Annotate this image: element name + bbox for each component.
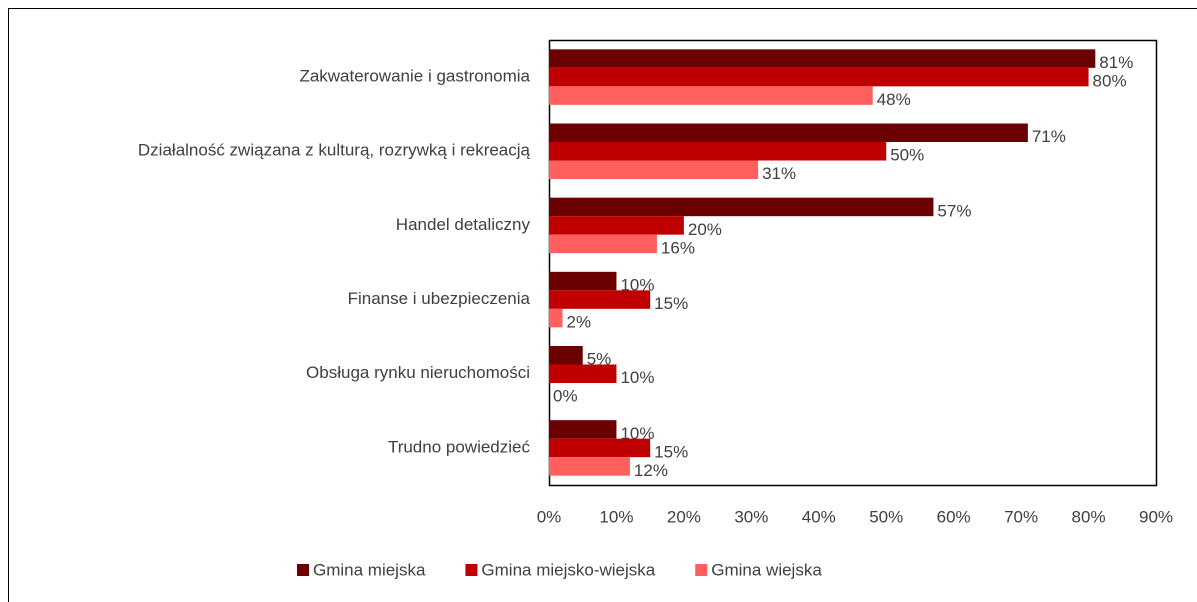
value-label: 71%	[1032, 127, 1066, 146]
x-tick-label: 80%	[1072, 507, 1106, 526]
category-label: Obsługa rynku nieruchomości	[306, 363, 530, 382]
value-label: 20%	[688, 220, 722, 239]
bar	[549, 86, 873, 105]
bar	[549, 123, 1028, 142]
x-tick-label: 70%	[1004, 507, 1038, 526]
value-label: 10%	[620, 424, 654, 443]
legend-swatch	[465, 564, 478, 576]
value-label: 10%	[620, 368, 654, 387]
bar	[549, 308, 563, 328]
bar	[549, 364, 617, 383]
category-label: Działalność związana z kulturą, rozrywką…	[138, 141, 531, 160]
x-tick-label: 10%	[599, 507, 633, 526]
value-label: 50%	[890, 146, 924, 165]
value-label: 16%	[661, 238, 695, 257]
value-label: 31%	[762, 164, 796, 183]
value-label: 48%	[877, 90, 911, 109]
plot-frame	[548, 39, 1158, 487]
bar	[549, 290, 651, 309]
x-tick-label: 20%	[667, 507, 701, 526]
value-label: 5%	[587, 350, 612, 369]
value-label: 10%	[620, 276, 654, 295]
x-tick-label: 30%	[734, 507, 768, 526]
x-tick-label: 60%	[937, 507, 971, 526]
bar	[549, 216, 684, 235]
value-label: 0%	[553, 387, 578, 406]
bar	[549, 457, 630, 476]
legend-label: Gmina wiejska	[711, 560, 822, 579]
bar	[549, 420, 617, 439]
category-label: Trudno powiedzieć	[388, 437, 531, 456]
legend-label: Gmina miejska	[313, 560, 426, 579]
bar	[549, 67, 1089, 87]
category-label: Zakwaterowanie i gastronomia	[299, 67, 530, 86]
x-tick-label: 40%	[802, 507, 836, 526]
chart-border	[8, 8, 1197, 602]
bar	[549, 49, 1096, 68]
bar	[549, 346, 583, 365]
legend-swatch	[297, 564, 309, 576]
legend-swatch	[695, 564, 708, 576]
value-label: 15%	[654, 294, 688, 313]
legend-label: Gmina miejsko-wiejska	[481, 560, 655, 579]
category-label: Handel detaliczny	[396, 215, 531, 234]
value-label: 12%	[634, 461, 668, 480]
bar	[549, 271, 617, 291]
x-tick-label: 50%	[869, 507, 903, 526]
bar	[549, 234, 657, 254]
bar	[549, 142, 887, 161]
category-label: Finanse i ubezpieczenia	[348, 289, 531, 308]
value-label: 15%	[654, 442, 688, 461]
x-tick-label: 0%	[537, 507, 562, 526]
bar	[549, 197, 934, 217]
value-label: 81%	[1099, 53, 1133, 72]
x-tick-label: 90%	[1139, 507, 1173, 526]
value-label: 80%	[1093, 72, 1127, 91]
bar	[549, 438, 651, 458]
bar	[549, 160, 759, 179]
value-label: 2%	[566, 313, 591, 332]
value-label: 57%	[937, 201, 971, 220]
